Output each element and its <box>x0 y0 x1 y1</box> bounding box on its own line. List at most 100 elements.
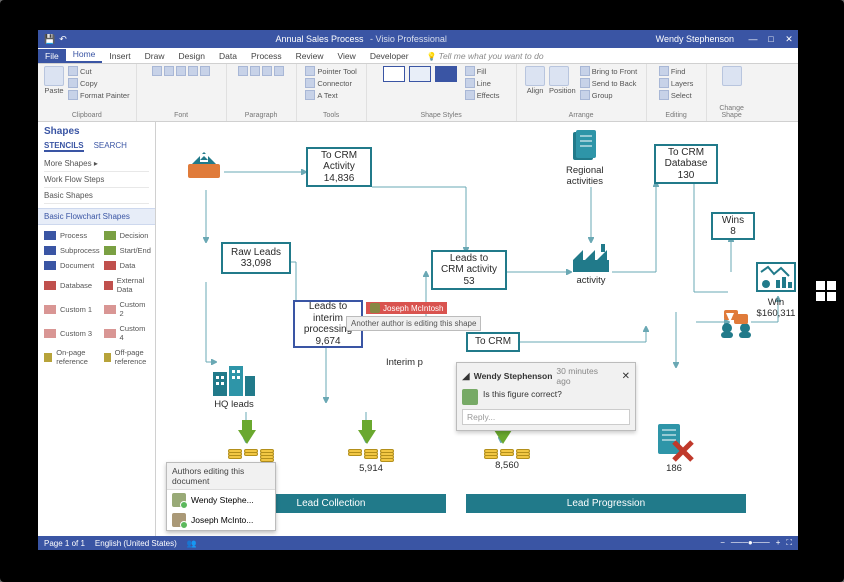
tab-home[interactable]: Home <box>66 47 103 63</box>
select-button[interactable]: Select <box>659 90 694 100</box>
stencil-shape[interactable]: Custom 1 <box>44 300 100 318</box>
signed-in-user[interactable]: Wendy Stephenson <box>656 34 734 44</box>
text-tool[interactable]: A Text <box>305 90 356 100</box>
tab-view[interactable]: View <box>331 49 363 63</box>
tell-me-search[interactable]: Tell me what you want to do <box>420 49 551 63</box>
node-activity[interactable]: activity <box>571 242 611 287</box>
status-language[interactable]: English (United States) <box>95 539 177 548</box>
comment-close-icon[interactable]: ✕ <box>622 371 630 382</box>
zoom-slider[interactable]: ───●─── <box>731 538 770 548</box>
coauthor-tooltip: Another author is editing this shape <box>346 316 481 331</box>
value-4-rejected[interactable]: 186 <box>654 422 694 475</box>
avatar-icon <box>462 389 478 405</box>
qat-undo-icon[interactable]: ↶ <box>59 34 67 45</box>
style-swatch[interactable] <box>409 66 431 82</box>
node-hq-leads[interactable]: HQ leads <box>211 362 257 411</box>
people-chat-icon[interactable] <box>716 308 756 338</box>
shapes-tab-stencils[interactable]: STENCILS <box>44 141 84 152</box>
node-to-crm-activity[interactable]: To CRMActivity14,836 <box>306 147 372 187</box>
tab-data[interactable]: Data <box>212 49 244 63</box>
maximize-button[interactable]: □ <box>766 34 776 45</box>
bring-front-button[interactable]: Bring to Front <box>580 66 637 76</box>
paste-icon[interactable] <box>44 66 64 86</box>
font-color-icon[interactable] <box>188 66 198 76</box>
group-button[interactable]: Group <box>580 90 637 100</box>
tab-design[interactable]: Design <box>172 49 212 63</box>
avatar-icon <box>172 493 186 507</box>
node-leads-crm-activity[interactable]: Leads toCRM activity53 <box>431 250 507 290</box>
shapes-tab-search[interactable]: SEARCH <box>94 141 127 152</box>
author-row[interactable]: Joseph McInto... <box>167 510 275 530</box>
font-underline-icon[interactable] <box>176 66 186 76</box>
shapes-nav-basic[interactable]: Basic Shapes <box>44 188 149 204</box>
font-size-icon[interactable] <box>200 66 210 76</box>
node-wins[interactable]: Wins8 <box>711 212 755 240</box>
node-raw-leads[interactable]: Raw Leads33,098 <box>221 242 291 274</box>
font-bold-icon[interactable] <box>152 66 162 76</box>
stencil-shape[interactable]: Decision <box>104 231 152 240</box>
align-icon[interactable] <box>525 66 545 86</box>
stencil-shape[interactable]: Start/End <box>104 246 152 255</box>
change-shape-icon[interactable] <box>722 66 742 86</box>
close-button[interactable]: ✕ <box>784 34 794 45</box>
position-icon[interactable] <box>549 66 569 86</box>
layers-button[interactable]: Layers <box>659 78 694 88</box>
stencil-shape[interactable]: Custom 3 <box>44 324 100 342</box>
node-to-crm[interactable]: To CRM <box>466 332 520 352</box>
author-row[interactable]: Wendy Stephe... <box>167 490 275 510</box>
node-win-amount[interactable]: Win$160,311 <box>756 262 796 320</box>
stencil-shape[interactable]: External Data <box>104 276 152 294</box>
align-center-icon[interactable] <box>250 66 260 76</box>
cut-button[interactable]: Cut <box>68 66 130 76</box>
inbox-icon[interactable] <box>186 150 222 180</box>
format-painter-button[interactable]: Format Painter <box>68 90 130 100</box>
tab-process[interactable]: Process <box>244 49 289 63</box>
line-button[interactable]: Line <box>465 78 500 88</box>
stencil-shape[interactable]: Data <box>104 261 152 270</box>
bullets-icon[interactable] <box>274 66 284 76</box>
presence-indicator-icon[interactable]: 👥 <box>187 539 197 548</box>
style-swatch[interactable] <box>435 66 457 82</box>
tablet-bezel: 💾 ↶ Annual Sales Process - Visio Profess… <box>0 0 844 582</box>
pointer-tool[interactable]: Pointer Tool <box>305 66 356 76</box>
comment-reply-input[interactable]: Reply... <box>462 409 630 425</box>
align-left-icon[interactable] <box>238 66 248 76</box>
fit-page-button[interactable]: ⛶ <box>786 538 792 548</box>
stencil-shape[interactable]: Subprocess <box>44 246 100 255</box>
node-regional-activities[interactable]: Regionalactivities <box>566 130 604 188</box>
zoom-out-button[interactable]: − <box>720 538 725 548</box>
stencil-shape[interactable]: Database <box>44 276 100 294</box>
style-swatch[interactable] <box>383 66 405 82</box>
find-button[interactable]: Find <box>659 66 694 76</box>
tab-file[interactable]: File <box>38 49 66 63</box>
shapes-nav-more[interactable]: More Shapes ▸ <box>44 156 149 172</box>
stencil-shape[interactable]: On-page reference <box>44 348 100 366</box>
tab-insert[interactable]: Insert <box>102 49 137 63</box>
authors-editing-popup[interactable]: Authors editing this document Wendy Step… <box>166 462 276 531</box>
status-bar: Page 1 of 1 English (United States) 👥 − … <box>38 536 798 550</box>
drawing-canvas[interactable]: To CRMActivity14,836 Raw Leads33,098 Lea… <box>156 122 798 536</box>
coauthor-presence-badge[interactable]: Joseph McIntosh <box>366 302 447 314</box>
minimize-button[interactable]: — <box>748 34 758 45</box>
tab-draw[interactable]: Draw <box>138 49 172 63</box>
stencil-shape[interactable]: Off-page reference <box>104 348 152 366</box>
font-italic-icon[interactable] <box>164 66 174 76</box>
send-back-button[interactable]: Send to Back <box>580 78 637 88</box>
fill-button[interactable]: Fill <box>465 66 500 76</box>
connector-tool[interactable]: Connector <box>305 78 356 88</box>
qat-save-icon[interactable]: 💾 <box>44 34 55 45</box>
copy-button[interactable]: Copy <box>68 78 130 88</box>
stencil-shape[interactable]: Custom 4 <box>104 324 152 342</box>
node-to-crm-database[interactable]: To CRMDatabase130 <box>654 144 718 184</box>
tab-developer[interactable]: Developer <box>363 49 416 63</box>
stencil-shape[interactable]: Process <box>44 231 100 240</box>
stencil-shape[interactable]: Custom 2 <box>104 300 152 318</box>
comment-popup[interactable]: ◢ Wendy Stephenson 30 minutes ago ✕ Is t… <box>456 362 636 431</box>
tab-review[interactable]: Review <box>289 49 331 63</box>
effects-button[interactable]: Effects <box>465 90 500 100</box>
align-right-icon[interactable] <box>262 66 272 76</box>
shapes-nav-workflow[interactable]: Work Flow Steps <box>44 172 149 188</box>
stencil-shape[interactable]: Document <box>44 261 100 270</box>
zoom-in-button[interactable]: + <box>776 538 781 548</box>
shapes-category[interactable]: Basic Flowchart Shapes <box>38 208 155 225</box>
